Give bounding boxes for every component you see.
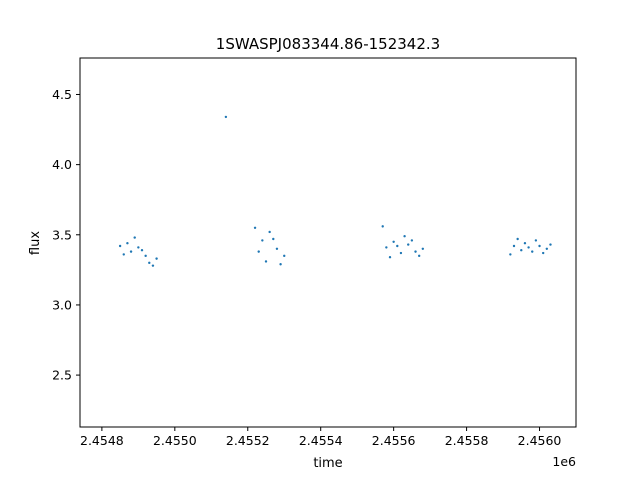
data-point bbox=[253, 226, 257, 229]
plot-frame bbox=[79, 57, 577, 428]
data-point bbox=[520, 249, 523, 252]
data-point bbox=[137, 246, 140, 249]
x-offset-label: 1e6 bbox=[552, 454, 576, 469]
y-axis-label: flux bbox=[28, 231, 43, 255]
data-point bbox=[275, 247, 279, 251]
data-point bbox=[403, 234, 406, 238]
data-point bbox=[148, 261, 151, 265]
data-point bbox=[385, 246, 388, 249]
data-point bbox=[261, 239, 264, 242]
data-point bbox=[516, 237, 519, 241]
data-point bbox=[392, 240, 395, 243]
data-point bbox=[144, 254, 147, 258]
x-tick-label: 2.4550 bbox=[153, 433, 197, 448]
x-axis-ticks: 2.4548 2.4550 2.4552 2.4554 2.4556 2.4558 2.45… bbox=[80, 427, 561, 448]
data-point bbox=[272, 237, 275, 241]
data-point bbox=[549, 243, 552, 246]
data-point bbox=[417, 254, 421, 258]
y-axis-ticks: 2.5 3.0 3.5 4.0 4.5 bbox=[52, 87, 80, 383]
data-point bbox=[155, 257, 158, 260]
data-point bbox=[118, 244, 122, 248]
data-point bbox=[396, 244, 399, 248]
data-point bbox=[545, 247, 549, 251]
data-points bbox=[118, 115, 552, 267]
data-point bbox=[264, 260, 268, 263]
y-tick-label: 3.0 bbox=[52, 297, 72, 312]
chart-title: 1SWASPJ083344.86-152342.3 bbox=[216, 35, 440, 53]
y-tick-label: 2.5 bbox=[52, 368, 72, 383]
x-tick-label: 2.4556 bbox=[372, 433, 416, 448]
data-point bbox=[257, 250, 260, 253]
data-point bbox=[541, 251, 545, 255]
x-tick-label: 2.4554 bbox=[299, 433, 343, 448]
data-point bbox=[126, 242, 129, 245]
data-point bbox=[407, 243, 410, 246]
x-axis-label: time bbox=[313, 456, 342, 471]
data-point bbox=[512, 244, 516, 248]
data-point bbox=[410, 239, 414, 242]
y-tick-label: 4.5 bbox=[52, 87, 72, 102]
x-tick-label: 2.4558 bbox=[445, 433, 489, 448]
data-point bbox=[224, 115, 228, 119]
y-tick-label: 4.0 bbox=[52, 157, 72, 172]
x-tick-label: 2.4552 bbox=[226, 433, 270, 448]
data-point bbox=[133, 236, 136, 239]
x-tick-label: 2.4548 bbox=[80, 433, 124, 448]
data-point bbox=[414, 250, 417, 253]
data-point bbox=[268, 230, 271, 234]
data-point bbox=[538, 244, 541, 248]
data-point bbox=[279, 263, 282, 266]
data-point bbox=[122, 253, 125, 256]
data-point bbox=[283, 254, 286, 258]
data-point bbox=[151, 264, 155, 267]
data-point bbox=[388, 256, 392, 259]
data-point bbox=[527, 246, 530, 249]
data-point bbox=[399, 251, 403, 255]
y-tick-label: 3.5 bbox=[52, 227, 72, 242]
data-point bbox=[421, 247, 425, 251]
data-point bbox=[381, 225, 384, 228]
data-point bbox=[523, 242, 527, 245]
data-point bbox=[140, 249, 144, 252]
data-point bbox=[534, 239, 538, 242]
data-point bbox=[509, 253, 512, 256]
data-point bbox=[129, 250, 133, 253]
x-tick-label: 2.4560 bbox=[518, 433, 562, 448]
data-point bbox=[531, 250, 534, 253]
